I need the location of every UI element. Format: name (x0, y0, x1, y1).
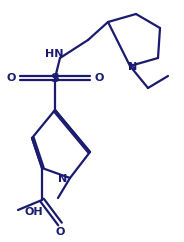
Text: HN: HN (45, 49, 63, 59)
Text: O: O (6, 73, 16, 83)
Text: OH: OH (25, 207, 43, 217)
Text: N: N (128, 62, 138, 72)
Text: S: S (50, 71, 59, 84)
Text: O: O (94, 73, 104, 83)
Text: O: O (55, 227, 65, 237)
Text: N: N (58, 174, 68, 184)
